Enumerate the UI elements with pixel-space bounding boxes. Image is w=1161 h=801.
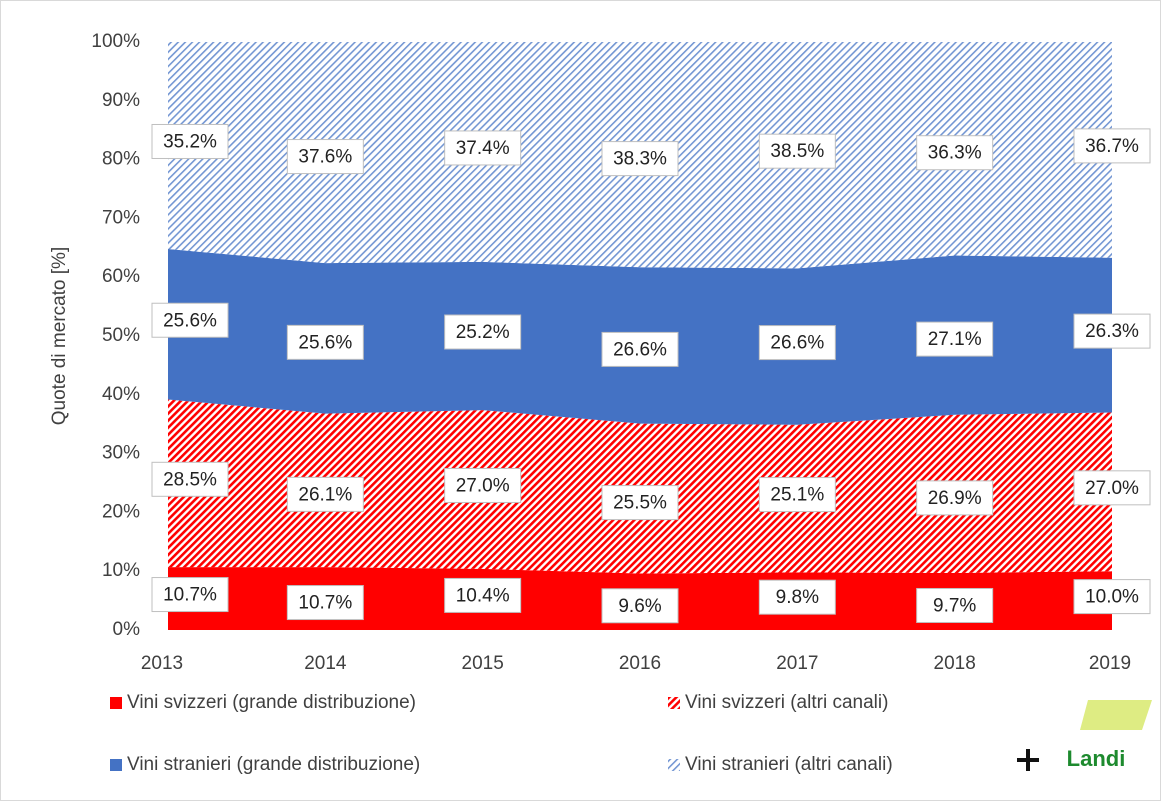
y-tick-label: 60% — [102, 266, 140, 287]
data-label: 38.5% — [770, 141, 824, 162]
y-tick-label: 40% — [102, 384, 140, 405]
logo: Landi — [1017, 700, 1152, 771]
data-label-box — [286, 585, 364, 621]
data-label: 26.9% — [928, 488, 982, 509]
data-label-box — [286, 139, 364, 175]
legend-swatch — [668, 759, 680, 771]
legend-label: Vini svizzeri (grande distribuzione) — [127, 692, 416, 713]
x-tick-label: 2014 — [304, 653, 347, 674]
data-label: 26.6% — [770, 333, 824, 354]
x-tick-label: 2017 — [776, 653, 818, 674]
y-axis-label: Quote di mercato [%] — [49, 247, 70, 425]
data-label-box — [444, 130, 522, 166]
data-label: 25.6% — [298, 332, 352, 353]
legend-label: Vini stranieri (grande distribuzione) — [127, 754, 420, 775]
data-label: 36.3% — [928, 143, 982, 164]
y-tick-label: 20% — [102, 501, 140, 522]
data-label-box — [758, 477, 836, 513]
y-tick-label: 50% — [102, 325, 140, 346]
data-label: 9.8% — [776, 587, 819, 608]
data-label: 28.5% — [163, 469, 217, 490]
data-label-box — [916, 480, 994, 516]
x-tick-label: 2015 — [462, 653, 504, 674]
data-label-box — [444, 467, 522, 503]
x-tick-label: 2019 — [1089, 653, 1131, 674]
data-label: 27.1% — [928, 329, 982, 350]
data-label-box — [601, 331, 679, 367]
data-label-box — [1073, 313, 1151, 349]
data-label: 9.6% — [618, 596, 661, 617]
data-label: 36.7% — [1085, 136, 1139, 157]
data-label-box — [444, 314, 522, 350]
y-tick-label: 0% — [113, 619, 141, 640]
x-tick-label: 2018 — [934, 653, 976, 674]
legend-label: Vini svizzeri (altri canali) — [685, 692, 888, 713]
data-label-box — [916, 587, 994, 623]
data-label-box — [444, 577, 522, 613]
data-label-box — [601, 485, 679, 521]
data-label: 26.6% — [613, 339, 667, 360]
data-label: 27.0% — [456, 475, 510, 496]
data-label-box — [1073, 579, 1151, 615]
data-label: 25.6% — [163, 310, 217, 331]
data-label-box — [601, 141, 679, 177]
data-label-box — [151, 461, 229, 497]
y-tick-label: 80% — [102, 149, 140, 170]
data-label-box — [1073, 128, 1151, 164]
data-label-box — [758, 133, 836, 169]
x-tick-label: 2013 — [141, 653, 183, 674]
data-label-box — [151, 577, 229, 613]
data-label-box — [601, 588, 679, 624]
data-label: 10.7% — [163, 585, 217, 606]
legend-swatch — [668, 697, 680, 709]
legend-swatch — [110, 697, 122, 709]
data-label: 10.7% — [298, 593, 352, 614]
data-label: 26.1% — [298, 484, 352, 505]
data-label: 38.3% — [613, 149, 667, 170]
data-label: 10.0% — [1085, 587, 1139, 608]
y-tick-label: 90% — [102, 90, 140, 111]
legend-swatch — [110, 759, 122, 771]
logo-text: Landi — [1067, 746, 1126, 771]
data-label-box — [758, 579, 836, 615]
data-label-box — [916, 321, 994, 357]
data-label: 37.4% — [456, 138, 510, 159]
data-label: 25.2% — [456, 322, 510, 343]
data-label: 25.1% — [770, 485, 824, 506]
legend-label: Vini stranieri (altri canali) — [685, 754, 893, 775]
data-label: 25.5% — [613, 493, 667, 514]
y-tick-label: 70% — [102, 207, 140, 228]
data-label-box — [151, 123, 229, 159]
data-label-box — [286, 476, 364, 512]
data-label: 37.6% — [298, 147, 352, 168]
data-label: 10.4% — [456, 585, 510, 606]
y-tick-label: 100% — [91, 31, 140, 52]
data-label-box — [758, 325, 836, 361]
data-label-box — [286, 324, 364, 360]
data-label: 26.3% — [1085, 321, 1139, 342]
y-tick-label: 30% — [102, 443, 140, 464]
data-label: 35.2% — [163, 132, 217, 153]
data-label-box — [916, 135, 994, 171]
x-tick-label: 2016 — [619, 653, 661, 674]
data-label: 9.7% — [933, 595, 976, 616]
data-label-box — [1073, 470, 1151, 506]
data-label-box — [151, 302, 229, 338]
data-label: 27.0% — [1085, 478, 1139, 499]
y-tick-label: 10% — [102, 560, 140, 581]
